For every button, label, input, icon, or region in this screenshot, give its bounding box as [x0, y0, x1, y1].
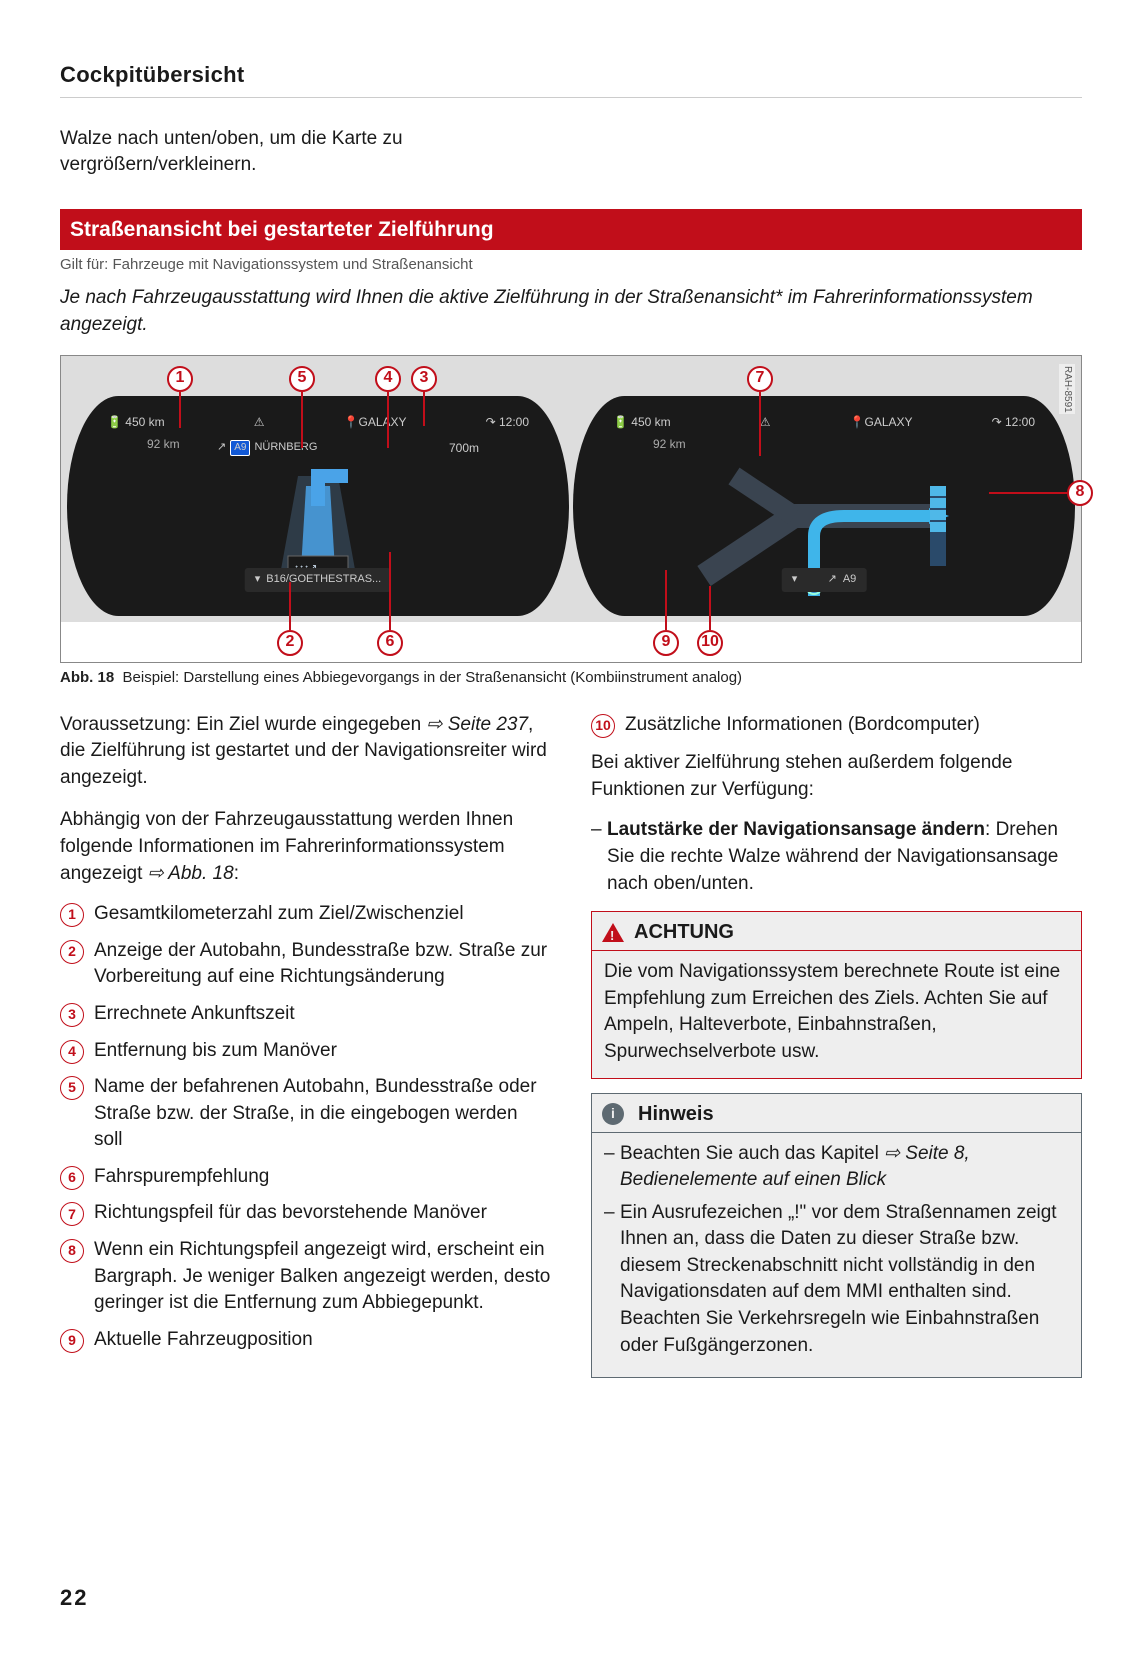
- section-title-bar: Straßenansicht bei gestarteter Zielführu…: [60, 209, 1082, 250]
- callout-9: 9: [653, 630, 679, 656]
- callout-8: 8: [1067, 480, 1093, 506]
- warning-triangle-icon: !: [602, 923, 624, 942]
- page-number: 22: [60, 1583, 88, 1614]
- warning-box: ! ACHTUNG Die vom Navigationssystem bere…: [591, 911, 1082, 1078]
- callout-5: 5: [289, 366, 315, 392]
- callout-10: 10: [697, 630, 723, 656]
- maneuver-distance: 700m: [449, 440, 479, 457]
- applies-to: Gilt für: Fahrzeuge mit Navigationssyste…: [60, 254, 1082, 275]
- intro-list-text: Abhängig von der Fahrzeugausstattung wer…: [60, 807, 551, 887]
- nav-screen-right: 🔋 450 km ⚠ 📍GALAXY ↷ 12:00 92 km ▾ ↗: [573, 396, 1075, 616]
- figure-18: RAH-8591 1 5 4 3 7 8 🔋 450 km ⚠ 📍GALAXY …: [60, 355, 1082, 663]
- info-item-1: Beachten Sie auch das Kapitel ⇨ Seite 8,…: [604, 1141, 1069, 1194]
- callout-1: 1: [167, 366, 193, 392]
- info-item-2: Ein Ausrufezeichen „!" vor dem Straßenna…: [604, 1200, 1069, 1360]
- figure-caption: Abb. 18 Beispiel: Darstellung eines Abbi…: [60, 667, 1082, 688]
- road-perspective-icon: ↑↑↑↗: [208, 456, 428, 586]
- callout-7: 7: [747, 366, 773, 392]
- page-header: Cockpitübersicht: [60, 60, 1082, 98]
- clock: ↷ 12:00: [486, 414, 529, 431]
- callout-6: 6: [377, 630, 403, 656]
- galaxy-label: 📍GALAXY: [344, 414, 407, 431]
- warning-title: ACHTUNG: [634, 918, 734, 946]
- intro-text: Walze nach unten/oben, um die Karte zu v…: [60, 126, 520, 179]
- warning-text: Die vom Navigationssystem berechnete Rou…: [592, 951, 1081, 1077]
- info-title: Hinweis: [638, 1100, 714, 1128]
- section-lead: Je nach Fahrzeugausstattung wird Ihnen d…: [60, 285, 1082, 338]
- prereq-text: Voraussetzung: Ein Ziel wurde eingegeben…: [60, 712, 551, 792]
- street-name-bar-right: ▾ ↗ A9: [782, 568, 867, 591]
- callout-legend-list: 1Gesamtkilometerzahl zum Ziel/Zwischenzi…: [60, 901, 551, 1353]
- callout-3: 3: [411, 366, 437, 392]
- figure-code: RAH-8591: [1059, 364, 1075, 415]
- header-title: Cockpitübersicht: [60, 60, 245, 91]
- callout-4: 4: [375, 366, 401, 392]
- volume-instruction: Lautstärke der Navigationsansage ändern:…: [591, 817, 1082, 897]
- info-box: i Hinweis Beachten Sie auch das Kapitel …: [591, 1093, 1082, 1379]
- total-km: 92 km: [147, 436, 180, 453]
- right-intro: Bei aktiver Zielführung stehen außerdem …: [591, 750, 1082, 803]
- left-column: Voraussetzung: Ein Ziel wurde eingegeben…: [60, 712, 551, 1379]
- nav-screen-left: 🔋 450 km ⚠ 📍GALAXY ↷ 12:00 92 km ↗A9NÜRN…: [67, 396, 569, 616]
- legend-item-10: 10Zusätzliche Informationen (Bordcompute…: [591, 712, 1082, 739]
- info-circle-icon: i: [602, 1103, 624, 1125]
- battery-range: 🔋 450 km: [107, 414, 165, 431]
- callout-2: 2: [277, 630, 303, 656]
- street-name-bar: ▾B16/GOETHESTRAS...: [245, 568, 391, 591]
- right-column: 10Zusätzliche Informationen (Bordcompute…: [591, 712, 1082, 1379]
